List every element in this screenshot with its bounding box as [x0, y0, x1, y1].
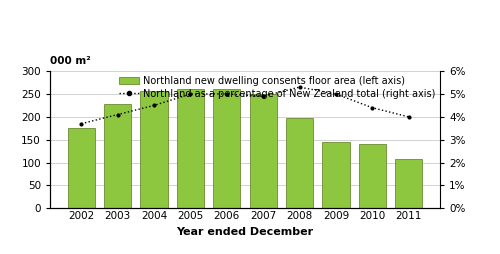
- Bar: [177, 89, 204, 208]
- Bar: [322, 142, 349, 208]
- Northland as a percentage of New Zealand total (right axis): [224, 92, 230, 96]
- Text: 000 m²: 000 m²: [50, 56, 91, 66]
- Northland as a percentage of New Zealand total (right axis): [296, 86, 302, 89]
- Northland as a percentage of New Zealand total (right axis): [78, 122, 84, 125]
- Bar: [395, 159, 422, 208]
- Northland as a percentage of New Zealand total (right axis): [260, 95, 266, 98]
- Bar: [140, 91, 168, 208]
- Bar: [358, 144, 386, 208]
- Line: Northland as a percentage of New Zealand total (right axis): Northland as a percentage of New Zealand…: [80, 85, 410, 126]
- Northland as a percentage of New Zealand total (right axis): [188, 92, 194, 96]
- Bar: [104, 104, 132, 208]
- Legend: Northland new dwelling consents floor area (left axis), Northland as a percentag: Northland new dwelling consents floor ar…: [120, 76, 435, 99]
- Northland as a percentage of New Zealand total (right axis): [151, 104, 157, 107]
- Northland as a percentage of New Zealand total (right axis): [406, 115, 411, 118]
- Bar: [286, 118, 313, 208]
- X-axis label: Year ended December: Year ended December: [176, 227, 314, 237]
- Northland as a percentage of New Zealand total (right axis): [333, 92, 339, 96]
- Bar: [213, 89, 240, 208]
- Northland as a percentage of New Zealand total (right axis): [370, 106, 376, 109]
- Northland as a percentage of New Zealand total (right axis): [114, 113, 120, 116]
- Bar: [68, 128, 95, 208]
- Bar: [250, 93, 277, 208]
